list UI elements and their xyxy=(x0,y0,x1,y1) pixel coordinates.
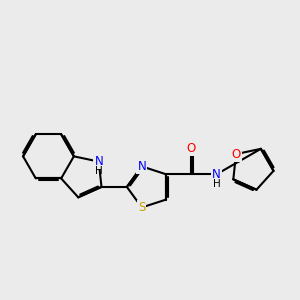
Text: O: O xyxy=(187,142,196,155)
Text: O: O xyxy=(231,148,241,160)
Text: S: S xyxy=(138,201,146,214)
Text: N: N xyxy=(94,155,103,168)
Text: H: H xyxy=(213,179,220,189)
Text: N: N xyxy=(137,160,146,173)
Text: H: H xyxy=(95,166,103,176)
Text: N: N xyxy=(212,168,221,181)
